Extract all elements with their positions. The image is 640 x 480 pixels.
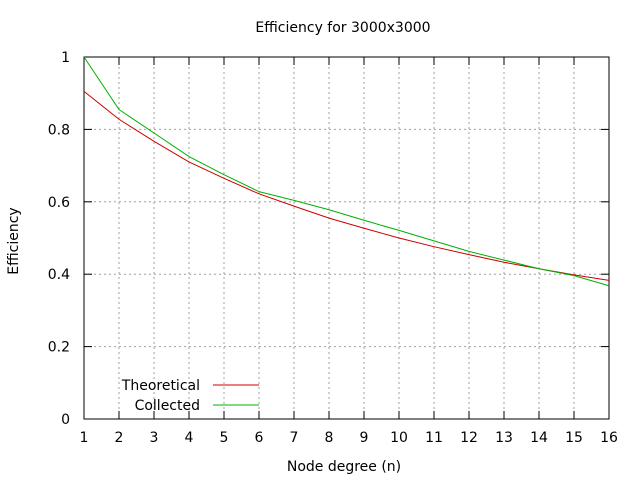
y-tick-label: 0.4 bbox=[48, 267, 70, 283]
y-tick-label: 0.8 bbox=[48, 122, 70, 138]
x-tick-label: 10 bbox=[390, 430, 408, 446]
x-tick-label: 9 bbox=[360, 430, 369, 446]
legend-label-theoretical: Theoretical bbox=[121, 378, 200, 394]
y-tick-label: 1 bbox=[61, 50, 70, 66]
x-tick-label: 6 bbox=[255, 430, 264, 446]
x-tick-label: 13 bbox=[495, 430, 513, 446]
x-tick-label: 3 bbox=[150, 430, 159, 446]
collected-line bbox=[83, 56, 610, 287]
legend-label-collected: Collected bbox=[135, 398, 200, 414]
grid-lines bbox=[84, 57, 609, 419]
x-tick-label: 5 bbox=[220, 430, 229, 446]
y-tick-label: 0.6 bbox=[48, 195, 70, 211]
chart-title: Efficiency for 3000x3000 bbox=[255, 20, 430, 36]
y-axis-title: Efficiency bbox=[6, 207, 22, 274]
x-tick-label: 15 bbox=[565, 430, 583, 446]
x-tick-label: 1 bbox=[80, 430, 89, 446]
plot-frame bbox=[83, 56, 610, 420]
x-axis-title: Node degree (n) bbox=[287, 459, 401, 475]
x-tick-label: 16 bbox=[600, 430, 618, 446]
x-tick-label: 8 bbox=[325, 430, 334, 446]
x-tick-label: 11 bbox=[425, 430, 443, 446]
x-tick-label: 7 bbox=[290, 430, 299, 446]
x-tick-label: 14 bbox=[530, 430, 548, 446]
theoretical-line bbox=[83, 90, 610, 281]
y-tick-label: 0 bbox=[61, 412, 70, 428]
x-tick-label: 2 bbox=[115, 430, 124, 446]
y-tick-label: 0.2 bbox=[48, 340, 70, 356]
x-tick-label: 4 bbox=[185, 430, 194, 446]
series-lines bbox=[83, 56, 610, 287]
legend: Theoretical Collected bbox=[121, 378, 259, 414]
x-tick-label: 12 bbox=[460, 430, 478, 446]
